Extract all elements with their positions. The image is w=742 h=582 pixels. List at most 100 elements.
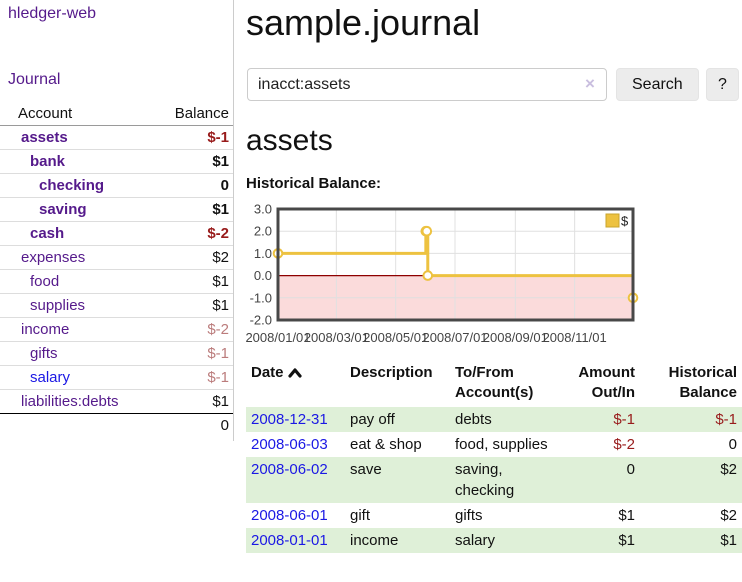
account-link-cash[interactable]: cash [30, 225, 65, 242]
search-input[interactable] [247, 68, 607, 101]
x-axis-tick-label: 2008/05/01 [363, 330, 428, 345]
account-row-bank: bank $1 [0, 149, 233, 174]
legend-swatch [605, 213, 620, 228]
transaction-amount: $1 [618, 507, 635, 524]
sort-ascending-icon [287, 368, 302, 378]
transaction-row: 2008-06-02 save saving, checking 0 $2 [246, 457, 742, 503]
clear-search-icon[interactable]: × [585, 74, 595, 93]
account-row-checking: checking 0 [0, 173, 233, 198]
legend-label: $ [621, 214, 629, 229]
x-axis-tick-label: 2008/07/01 [422, 330, 487, 345]
account-section-title: assets [246, 124, 333, 157]
y-axis-tick-label: 3.0 [254, 202, 272, 217]
date-link[interactable]: 2008-06-01 [251, 507, 328, 524]
account-row-expenses: expenses $2 [0, 245, 233, 270]
account-row-assets: assets $-1 [0, 126, 233, 150]
account-row-cash: cash $-2 [0, 221, 233, 246]
transaction-amount: $-2 [613, 436, 635, 453]
transaction-balance: $-1 [715, 411, 737, 428]
transaction-accounts: food, supplies [455, 436, 548, 453]
transaction-accounts: gifts [455, 507, 483, 524]
transaction-balance: 0 [728, 436, 737, 453]
date-link[interactable]: 2008-06-02 [251, 461, 328, 478]
journal-register-table: Date Description To/From Account(s) Amou… [246, 361, 742, 553]
transaction-accounts: salary [455, 532, 496, 549]
account-row-liabilities-debts: liabilities:debts $1 [0, 389, 233, 414]
date-link[interactable]: 2008-12-31 [251, 411, 328, 428]
account-link-checking[interactable]: checking [39, 177, 105, 194]
account-balance: $-1 [207, 129, 229, 146]
account-link-income[interactable]: income [21, 321, 70, 338]
x-axis-tick-label: 2008/03/01 [304, 330, 369, 345]
transaction-balance: $1 [720, 532, 737, 549]
plot-border [276, 207, 635, 322]
accounts-header-row: Account Balance [0, 102, 233, 126]
account-column-header: Account [0, 102, 144, 126]
y-axis-tick-label: -1.0 [250, 290, 272, 305]
search-button[interactable]: Search [616, 68, 699, 101]
transaction-accounts: debts [455, 411, 492, 428]
sidebar: hledger-web Journal Account Balance asse… [0, 0, 234, 441]
description-column-header: Description [350, 364, 433, 381]
account-balance: $1 [143, 389, 233, 414]
account-link-supplies[interactable]: supplies [30, 297, 86, 314]
account-link-salary[interactable]: salary [30, 369, 71, 386]
date-link[interactable]: 2008-01-01 [251, 532, 328, 549]
accounts-total-value: 0 [143, 413, 233, 437]
account-column-header: To/From Account(s) [455, 364, 534, 401]
transaction-row: 2008-12-31 pay off debts $-1 $-1 [246, 407, 742, 432]
historical-balance-chart: $3.0 2.0 1.0 0.0 -1.0 -2.0 2008/01/012008/03/0… [245, 202, 639, 345]
transaction-row: 2008-06-03 eat & shop food, supplies $-2… [246, 432, 742, 457]
account-link-gifts[interactable]: gifts [30, 345, 58, 362]
account-balance: $1 [143, 269, 233, 294]
account-link-liabilities-debts[interactable]: liabilities:debts [21, 393, 119, 410]
y-axis-tick-label: 1.0 [254, 246, 272, 261]
balance-column-header: Balance [143, 102, 233, 126]
transaction-amount: 0 [626, 461, 635, 478]
transaction-description: income [350, 532, 399, 549]
sidebar-item-journal[interactable]: Journal [8, 71, 61, 88]
page-title: sample.journal [246, 2, 481, 43]
transaction-row: 2008-01-01 income salary $1 $1 [246, 528, 742, 553]
account-row-saving: saving $1 [0, 197, 233, 222]
transaction-amount: $1 [618, 532, 635, 549]
x-axis-tick-label: 2008/11/01 [543, 330, 607, 345]
y-axis-tick-label: 2.0 [254, 224, 272, 239]
account-balance: 0 [143, 173, 233, 198]
transaction-balance: $2 [720, 461, 737, 478]
transaction-accounts: saving, checking [455, 461, 515, 499]
account-row-income: income $-2 [0, 317, 233, 342]
data-point-marker [421, 225, 433, 237]
transaction-description: eat & shop [350, 436, 422, 453]
transaction-description: save [350, 461, 382, 478]
register-header-row: Date Description To/From Account(s) Amou… [246, 361, 742, 407]
account-link-saving[interactable]: saving [39, 201, 87, 218]
accounts-table: Account Balance assets $-1 bank $1 check… [0, 102, 233, 437]
account-row-salary: salary $-1 [0, 365, 233, 390]
date-column-header[interactable]: Date [246, 361, 345, 407]
date-link[interactable]: 2008-06-03 [251, 436, 328, 453]
x-axis-tick-label: 2008/09/01 [483, 330, 548, 345]
account-link-expenses[interactable]: expenses [21, 249, 86, 266]
account-balance: $1 [143, 149, 233, 174]
account-link-bank[interactable]: bank [30, 153, 66, 170]
account-balance: $1 [143, 293, 233, 318]
balance-column-header: Historical Balance [668, 364, 737, 401]
y-axis-tick-label: 0.0 [254, 268, 272, 283]
y-axis-tick-label: -2.0 [250, 313, 272, 328]
data-point-marker [422, 270, 434, 281]
account-balance: $-2 [143, 221, 233, 246]
app-brand-link[interactable]: hledger-web [8, 5, 97, 22]
account-row-supplies: supplies $1 [0, 293, 233, 318]
chart-title-label: Historical Balance: [246, 175, 382, 192]
account-link-assets[interactable]: assets [21, 129, 68, 146]
account-row-gifts: gifts $-1 [0, 341, 233, 366]
account-link-food[interactable]: food [30, 273, 60, 290]
account-balance: $-1 [143, 365, 233, 390]
help-button[interactable]: ? [706, 68, 739, 101]
account-balance: $1 [143, 197, 233, 222]
transaction-balance: $2 [720, 507, 737, 524]
amount-column-header: Amount Out/In [578, 364, 635, 401]
